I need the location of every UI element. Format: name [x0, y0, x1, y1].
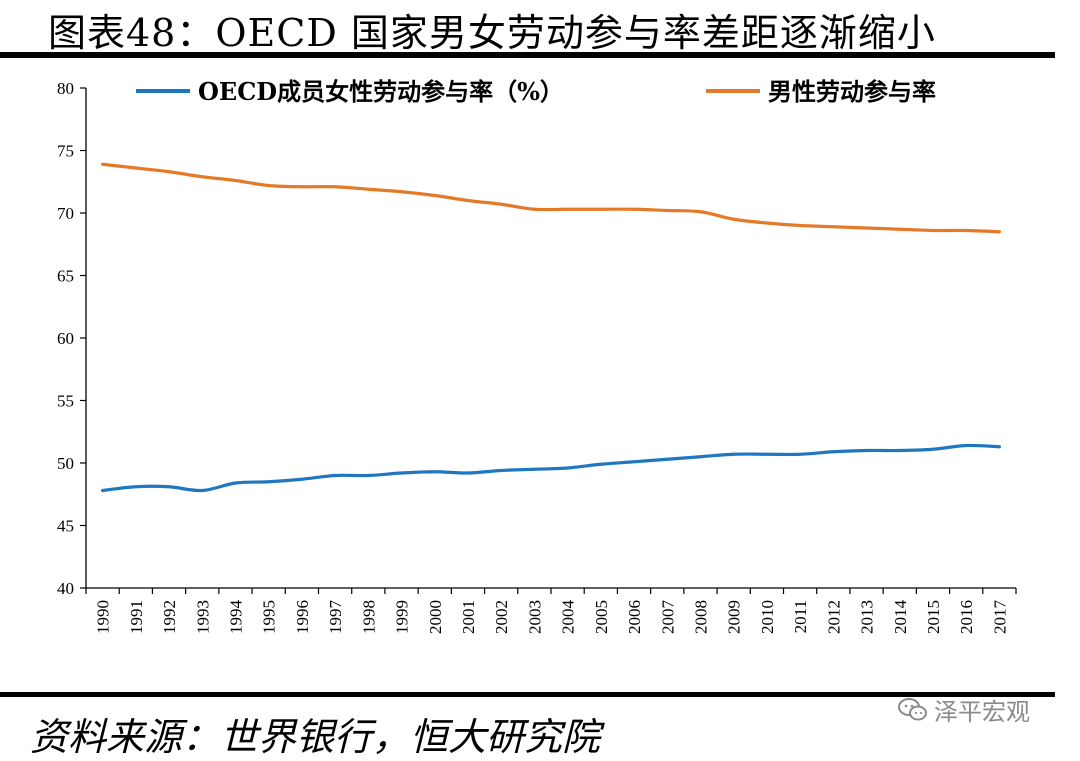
x-tick-label: 2005 — [592, 600, 611, 634]
x-tick-label: 2015 — [924, 600, 943, 634]
y-tick-label: 80 — [57, 79, 74, 98]
legend-label: 男性劳动参与率 — [768, 77, 936, 106]
source-note: 资料来源：世界银行，恒大研究院 — [30, 706, 600, 761]
x-tick-label: 1994 — [226, 600, 245, 635]
x-tick-label: 2013 — [858, 600, 877, 634]
x-tick-label: 1998 — [359, 600, 378, 634]
x-tick-label: 2012 — [824, 600, 843, 634]
x-tick-label: 1996 — [293, 600, 312, 634]
series-line-female — [103, 445, 1000, 490]
x-tick-label: 1993 — [193, 600, 212, 634]
chart-legend: OECD成员女性劳动参与率（%） 男性劳动参与率 — [136, 77, 936, 106]
x-tick-label: 2017 — [990, 599, 1009, 634]
x-tick-label: 1995 — [260, 600, 279, 634]
x-tick-label: 1999 — [393, 600, 412, 634]
y-tick-label: 60 — [57, 329, 74, 348]
x-tick-label: 2010 — [758, 600, 777, 634]
y-tick-label: 40 — [57, 579, 74, 598]
watermark: 泽平宏观 — [898, 692, 1030, 727]
wechat-icon — [898, 697, 928, 723]
bottom-rule — [0, 692, 1055, 697]
watermark-text: 泽平宏观 — [934, 692, 1030, 727]
x-tick-label: 2006 — [625, 600, 644, 634]
chart-series — [103, 164, 1000, 490]
x-tick-label: 2004 — [559, 600, 578, 635]
series-line-male — [103, 164, 1000, 232]
x-tick-label: 2014 — [891, 600, 910, 635]
x-tick-label: 2000 — [426, 600, 445, 634]
y-tick-label: 75 — [57, 142, 74, 161]
x-tick-label: 1997 — [326, 600, 345, 635]
x-tick-label: 2008 — [691, 600, 710, 634]
x-tick-label: 2003 — [525, 600, 544, 634]
x-tick-label: 2016 — [957, 600, 976, 634]
x-tick-label: 2009 — [725, 600, 744, 634]
x-tick-label: 1992 — [160, 600, 179, 634]
x-tick-label: 2011 — [791, 600, 810, 633]
legend-label: OECD成员女性劳动参与率（%） — [198, 77, 564, 106]
x-tick-label: 2001 — [459, 600, 478, 634]
x-tick-label: 1991 — [127, 600, 146, 634]
y-tick-label: 65 — [57, 267, 74, 286]
y-tick-label: 55 — [57, 392, 74, 411]
x-tick-label: 2002 — [492, 600, 511, 634]
x-tick-label: 2007 — [658, 600, 677, 635]
x-tick-label: 1990 — [94, 600, 113, 634]
y-tick-label: 70 — [57, 204, 74, 223]
y-tick-label: 50 — [57, 454, 74, 473]
chart-axes: 40 45 50 55 60 65 70 75 80 1990 1991 1992 1993 1994 19… — [57, 79, 1016, 634]
y-tick-label: 45 — [57, 517, 74, 536]
